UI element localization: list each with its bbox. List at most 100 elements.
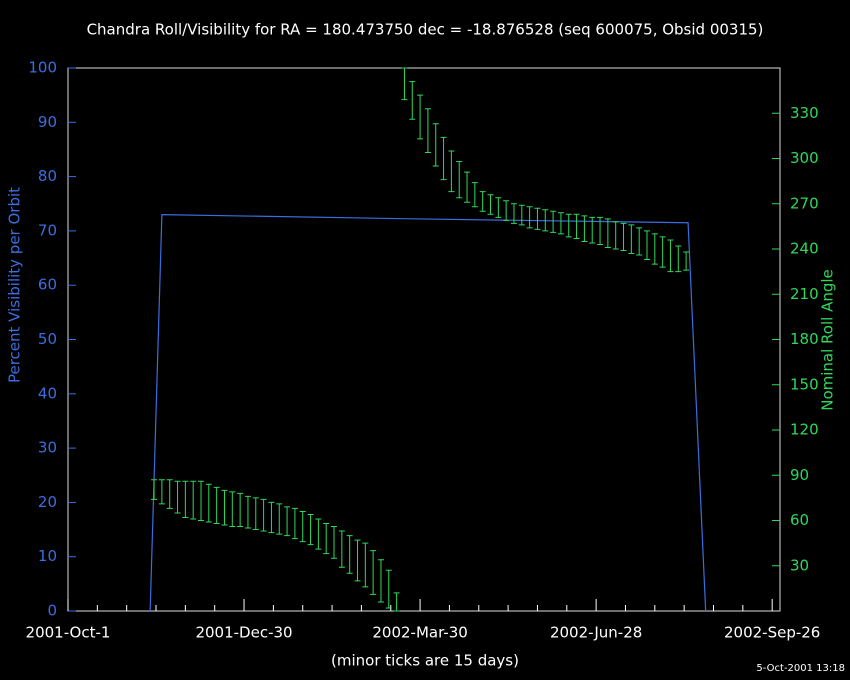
roll-range-bar [291, 507, 298, 540]
y2-tick-label: 60 [790, 511, 809, 529]
roll-range-bar [581, 215, 588, 242]
roll-range-bar [221, 489, 228, 526]
y-tick-label: 30 [38, 439, 57, 457]
roll-range-bar [464, 171, 471, 203]
x-tick-label: 2001-Dec-30 [195, 624, 292, 642]
roll-range-bar [636, 227, 643, 256]
roll-range-bar [620, 222, 627, 252]
roll-range-bar [393, 592, 400, 612]
roll-range-bar [479, 191, 486, 212]
roll-range-bar [284, 506, 291, 537]
roll-range-bar [166, 479, 173, 509]
roll-range-bar [526, 206, 533, 229]
roll-range-bar [471, 182, 478, 208]
roll-range-bar [683, 251, 690, 271]
roll-range-bar [229, 491, 236, 528]
roll-range-bar [550, 210, 557, 233]
roll-range-bar [362, 542, 369, 588]
roll-range-bar [612, 221, 619, 250]
y2-tick-label: 210 [790, 285, 819, 303]
roll-range-bar [237, 492, 244, 528]
roll-range-bar [573, 213, 580, 239]
roll-range-bar [385, 569, 392, 609]
roll-range-bar [346, 535, 353, 574]
roll-range-bar [205, 483, 212, 523]
roll-range-bar [338, 530, 345, 568]
roll-range-bar [174, 480, 181, 514]
roll-range-bar [409, 81, 416, 120]
roll-range-bar [448, 150, 455, 193]
y2-tick-label: 120 [790, 421, 819, 439]
roll-range-bar [354, 539, 361, 582]
visibility-line [149, 214, 707, 612]
y-tick-label: 90 [38, 113, 57, 131]
y2-tick-label: 240 [790, 240, 819, 258]
roll-range-bar [151, 479, 158, 500]
y2-tick-label: 300 [790, 149, 819, 167]
roll-range-bar [667, 239, 674, 273]
x-axis-label: (minor ticks are 15 days) [331, 652, 519, 670]
roll-range-bar [276, 503, 283, 535]
roll-range-bar [503, 200, 510, 221]
roll-range-bar [565, 213, 572, 238]
roll-range-bar [307, 513, 314, 546]
roll-range-bar [315, 518, 322, 550]
roll-range-bar [377, 559, 384, 603]
roll-range-bar [244, 495, 251, 529]
x-tick-label: 2002-Jun-28 [550, 624, 642, 642]
chart-title: Chandra Roll/Visibility for RA = 180.473… [87, 21, 764, 39]
roll-range-bar [597, 216, 604, 245]
roll-range-bar [518, 204, 525, 226]
y-tick-label: 50 [38, 330, 57, 348]
roll-range-bar [190, 480, 197, 520]
y2-tick-label: 330 [790, 104, 819, 122]
y2-tick-label: 90 [790, 466, 809, 484]
y2-tick-label: 30 [790, 556, 809, 574]
roll-range-bar [643, 230, 650, 261]
roll-range-bar [401, 67, 408, 101]
roll-range-bar [252, 497, 259, 531]
roll-range-bar [370, 550, 377, 595]
y-tick-label: 10 [38, 547, 57, 565]
roll-range-bar [299, 510, 306, 543]
y2-axis-label: Nominal Roll Angle [819, 269, 837, 411]
y2-tick-label: 270 [790, 194, 819, 212]
y-tick-label: 70 [38, 221, 57, 239]
y-tick-label: 80 [38, 167, 57, 185]
y-tick-label: 60 [38, 276, 57, 294]
roll-range-bar [440, 136, 447, 181]
roll-range-bar [589, 216, 596, 244]
roll-range-bar [424, 108, 431, 153]
roll-range-bar [495, 197, 502, 218]
roll-range-bar [260, 498, 267, 532]
roll-range-bar [182, 480, 189, 518]
roll-range-bar [213, 486, 220, 525]
roll-range-bar [456, 161, 463, 199]
roll-range-bar [432, 123, 439, 167]
y2-tick-label: 180 [790, 330, 819, 348]
roll-range-bar [628, 224, 635, 255]
roll-range-bar [417, 94, 424, 140]
roll-range-bar [675, 245, 682, 273]
roll-range-bar [604, 218, 611, 248]
y2-tick-label: 150 [790, 375, 819, 393]
roll-range-bar [323, 523, 330, 555]
roll-range-bar [659, 236, 666, 268]
y-tick-label: 100 [28, 59, 57, 77]
roll-range-bar [557, 212, 564, 235]
x-tick-label: 2001-Oct-1 [26, 624, 111, 642]
y-tick-label: 20 [38, 493, 57, 511]
roll-range-bar [268, 501, 275, 534]
roll-range-bar [534, 207, 541, 230]
x-tick-label: 2002-Mar-30 [372, 624, 467, 642]
roll-range-bar [542, 209, 549, 232]
roll-range-bar [158, 479, 165, 505]
y-tick-label: 0 [47, 602, 57, 620]
x-tick-label: 2002-Sep-26 [724, 624, 820, 642]
roll-range-bar [487, 194, 494, 215]
y-axis-label: Percent Visibility per Orbit [6, 187, 24, 383]
roll-range-bar [651, 233, 658, 265]
